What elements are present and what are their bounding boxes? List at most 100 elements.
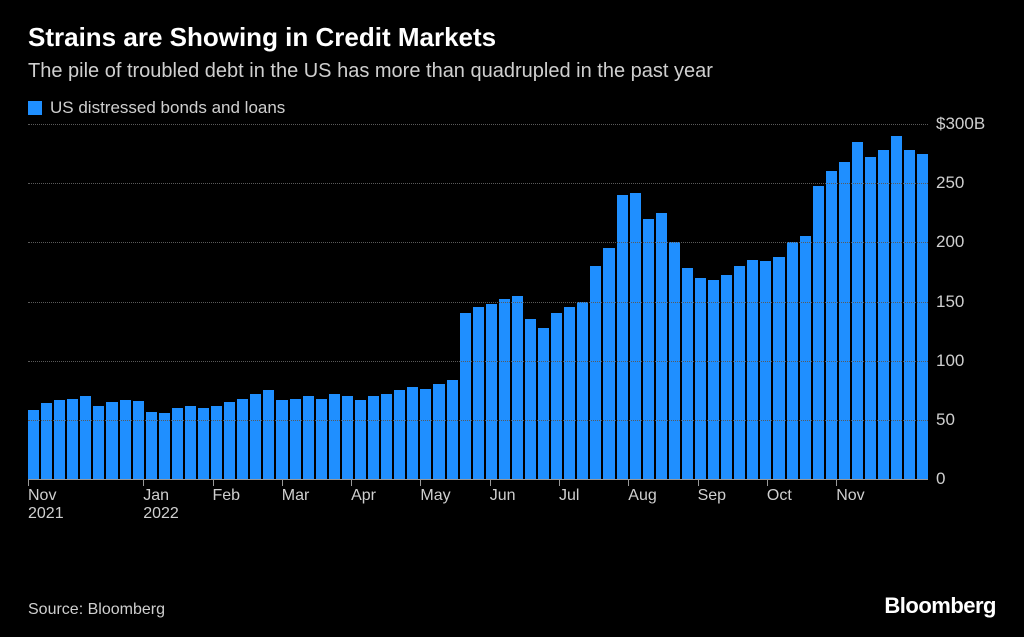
- x-tick: [559, 479, 560, 486]
- gridline: [28, 302, 928, 303]
- bar: [120, 400, 131, 479]
- source-text: Source: Bloomberg: [28, 601, 165, 619]
- bar: [133, 401, 144, 479]
- bar: [499, 299, 510, 479]
- bar: [368, 396, 379, 479]
- bar: [486, 304, 497, 479]
- bar: [813, 186, 824, 479]
- bar: [839, 162, 850, 479]
- x-tick-label: Jan2022: [143, 487, 179, 524]
- bar: [773, 257, 784, 479]
- bar: [93, 406, 104, 479]
- bar: [538, 328, 549, 479]
- bar: [695, 278, 706, 479]
- bar: [734, 266, 745, 479]
- y-tick-label: 0: [936, 469, 945, 489]
- bar: [643, 219, 654, 479]
- legend-swatch: [28, 101, 42, 115]
- gridline: [28, 361, 928, 362]
- x-tick: [213, 479, 214, 486]
- bar: [800, 236, 811, 479]
- x-tick-label: May: [420, 487, 450, 505]
- x-tick: [836, 479, 837, 486]
- x-axis: Nov2021Jan2022FebMarAprMayJunJulAugSepOc…: [28, 479, 928, 519]
- bar: [41, 403, 52, 479]
- gridline: [28, 183, 928, 184]
- bar: [407, 387, 418, 479]
- bar: [564, 307, 575, 479]
- bar: [904, 150, 915, 479]
- bar: [682, 268, 693, 479]
- bar: [355, 400, 366, 479]
- y-tick-label: 100: [936, 351, 964, 371]
- bar: [603, 248, 614, 479]
- bar: [708, 280, 719, 479]
- bar: [263, 390, 274, 479]
- chart-subtitle: The pile of troubled debt in the US has …: [28, 59, 996, 84]
- gridline: [28, 124, 928, 125]
- x-tick-label: Sep: [698, 487, 726, 505]
- gridline: [28, 242, 928, 243]
- x-tick: [282, 479, 283, 486]
- bar: [551, 313, 562, 479]
- bar: [590, 266, 601, 479]
- x-tick-label: Apr: [351, 487, 376, 505]
- x-tick-label: Jun: [490, 487, 516, 505]
- bar: [198, 408, 209, 479]
- bar: [865, 157, 876, 479]
- brand-logo: Bloomberg: [884, 593, 996, 619]
- bar: [473, 307, 484, 479]
- bar: [433, 384, 444, 479]
- y-tick-label: 50: [936, 410, 955, 430]
- x-tick: [420, 479, 421, 486]
- bar: [185, 406, 196, 479]
- bar: [878, 150, 889, 479]
- x-tick-label: Nov: [836, 487, 864, 505]
- y-tick-label: 250: [936, 173, 964, 193]
- bar: [303, 396, 314, 479]
- gridline: [28, 420, 928, 421]
- bar: [316, 399, 327, 479]
- bar: [460, 313, 471, 479]
- bar: [80, 396, 91, 479]
- bar: [852, 142, 863, 479]
- x-tick: [351, 479, 352, 486]
- bar: [512, 296, 523, 479]
- x-tick-label: Aug: [628, 487, 656, 505]
- bar: [146, 412, 157, 479]
- bar: [917, 154, 928, 479]
- x-tick-label: Mar: [282, 487, 310, 505]
- bar: [290, 399, 301, 479]
- x-tick: [143, 479, 144, 486]
- bar: [447, 380, 458, 479]
- legend-label: US distressed bonds and loans: [50, 98, 285, 118]
- bar: [891, 136, 902, 479]
- bar: [342, 396, 353, 479]
- bar: [525, 319, 536, 479]
- chart-title: Strains are Showing in Credit Markets: [28, 22, 996, 53]
- bar: [276, 400, 287, 479]
- bar: [721, 275, 732, 479]
- bar: [211, 406, 222, 479]
- bar: [250, 394, 261, 479]
- chart-area: 050100150200250$300B Nov2021Jan2022FebMa…: [28, 124, 996, 514]
- x-tick: [28, 479, 29, 486]
- bar: [760, 261, 771, 479]
- x-tick-label: Oct: [767, 487, 792, 505]
- x-tick: [767, 479, 768, 486]
- bar: [617, 195, 628, 479]
- legend: US distressed bonds and loans: [28, 98, 996, 118]
- bar: [329, 394, 340, 479]
- bar: [826, 171, 837, 479]
- bar: [747, 260, 758, 479]
- bar: [67, 399, 78, 479]
- bar: [577, 302, 588, 480]
- x-tick-label: Jul: [559, 487, 579, 505]
- y-tick-label: 200: [936, 232, 964, 252]
- bar: [224, 402, 235, 479]
- bar: [394, 390, 405, 479]
- bar: [420, 389, 431, 479]
- bar: [656, 213, 667, 479]
- x-tick-label: Nov2021: [28, 487, 64, 524]
- y-tick-label: 150: [936, 292, 964, 312]
